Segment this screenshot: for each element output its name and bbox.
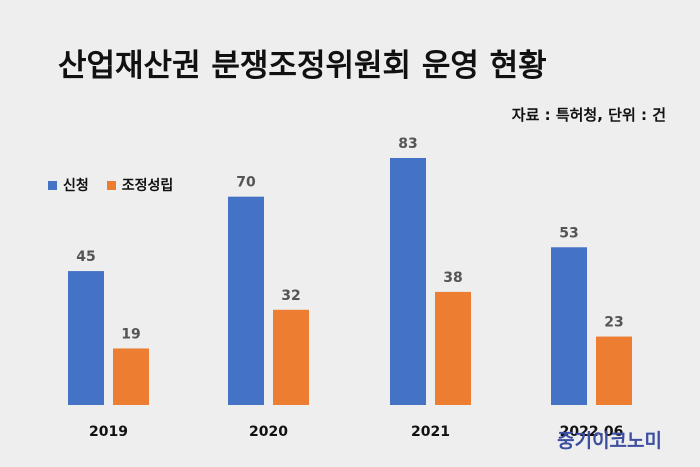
source-note: 자료 : 특허청, 단위 : 건 bbox=[511, 106, 666, 124]
bar-settle-3 bbox=[596, 336, 632, 405]
bar-settle-2 bbox=[435, 291, 471, 405]
legend-swatch-apply bbox=[48, 180, 57, 190]
data-label-apply-2: 83 bbox=[398, 136, 417, 152]
data-label-settle-1: 32 bbox=[281, 288, 300, 304]
bar-settle-1 bbox=[273, 309, 309, 405]
data-label-settle-0: 19 bbox=[121, 326, 140, 342]
page-title: 산업재산권 분쟁조정위원회 운영 현황 bbox=[58, 48, 547, 84]
legend-label-settle: 조정성립 bbox=[121, 178, 174, 194]
x-tick-label-3: 2022.06 bbox=[560, 424, 624, 440]
bar-apply-1 bbox=[228, 196, 264, 405]
legend-item-settle: 조정성립 bbox=[106, 175, 174, 195]
watermark-logo: 중기이코노미 bbox=[557, 430, 662, 452]
x-tick-label-1: 2020 bbox=[249, 424, 288, 440]
data-label-apply-0: 45 bbox=[76, 249, 95, 265]
x-tick-label-0: 2019 bbox=[89, 424, 128, 440]
x-tick-label-2: 2021 bbox=[411, 424, 450, 440]
legend-label-apply: 신청 bbox=[63, 178, 89, 194]
bar-apply-0 bbox=[68, 271, 104, 405]
legend-item-apply: 신청 bbox=[48, 175, 89, 195]
data-label-settle-3: 23 bbox=[604, 315, 623, 331]
legend-swatch-settle bbox=[106, 180, 116, 190]
data-label-settle-2: 38 bbox=[443, 270, 462, 286]
data-label-apply-1: 70 bbox=[236, 175, 256, 191]
legend: 신청 조정성립 bbox=[48, 175, 173, 195]
data-label-apply-3: 53 bbox=[559, 225, 578, 241]
bar-settle-0 bbox=[113, 348, 149, 405]
bar-apply-2 bbox=[390, 158, 426, 405]
bar-apply-3 bbox=[551, 247, 587, 405]
